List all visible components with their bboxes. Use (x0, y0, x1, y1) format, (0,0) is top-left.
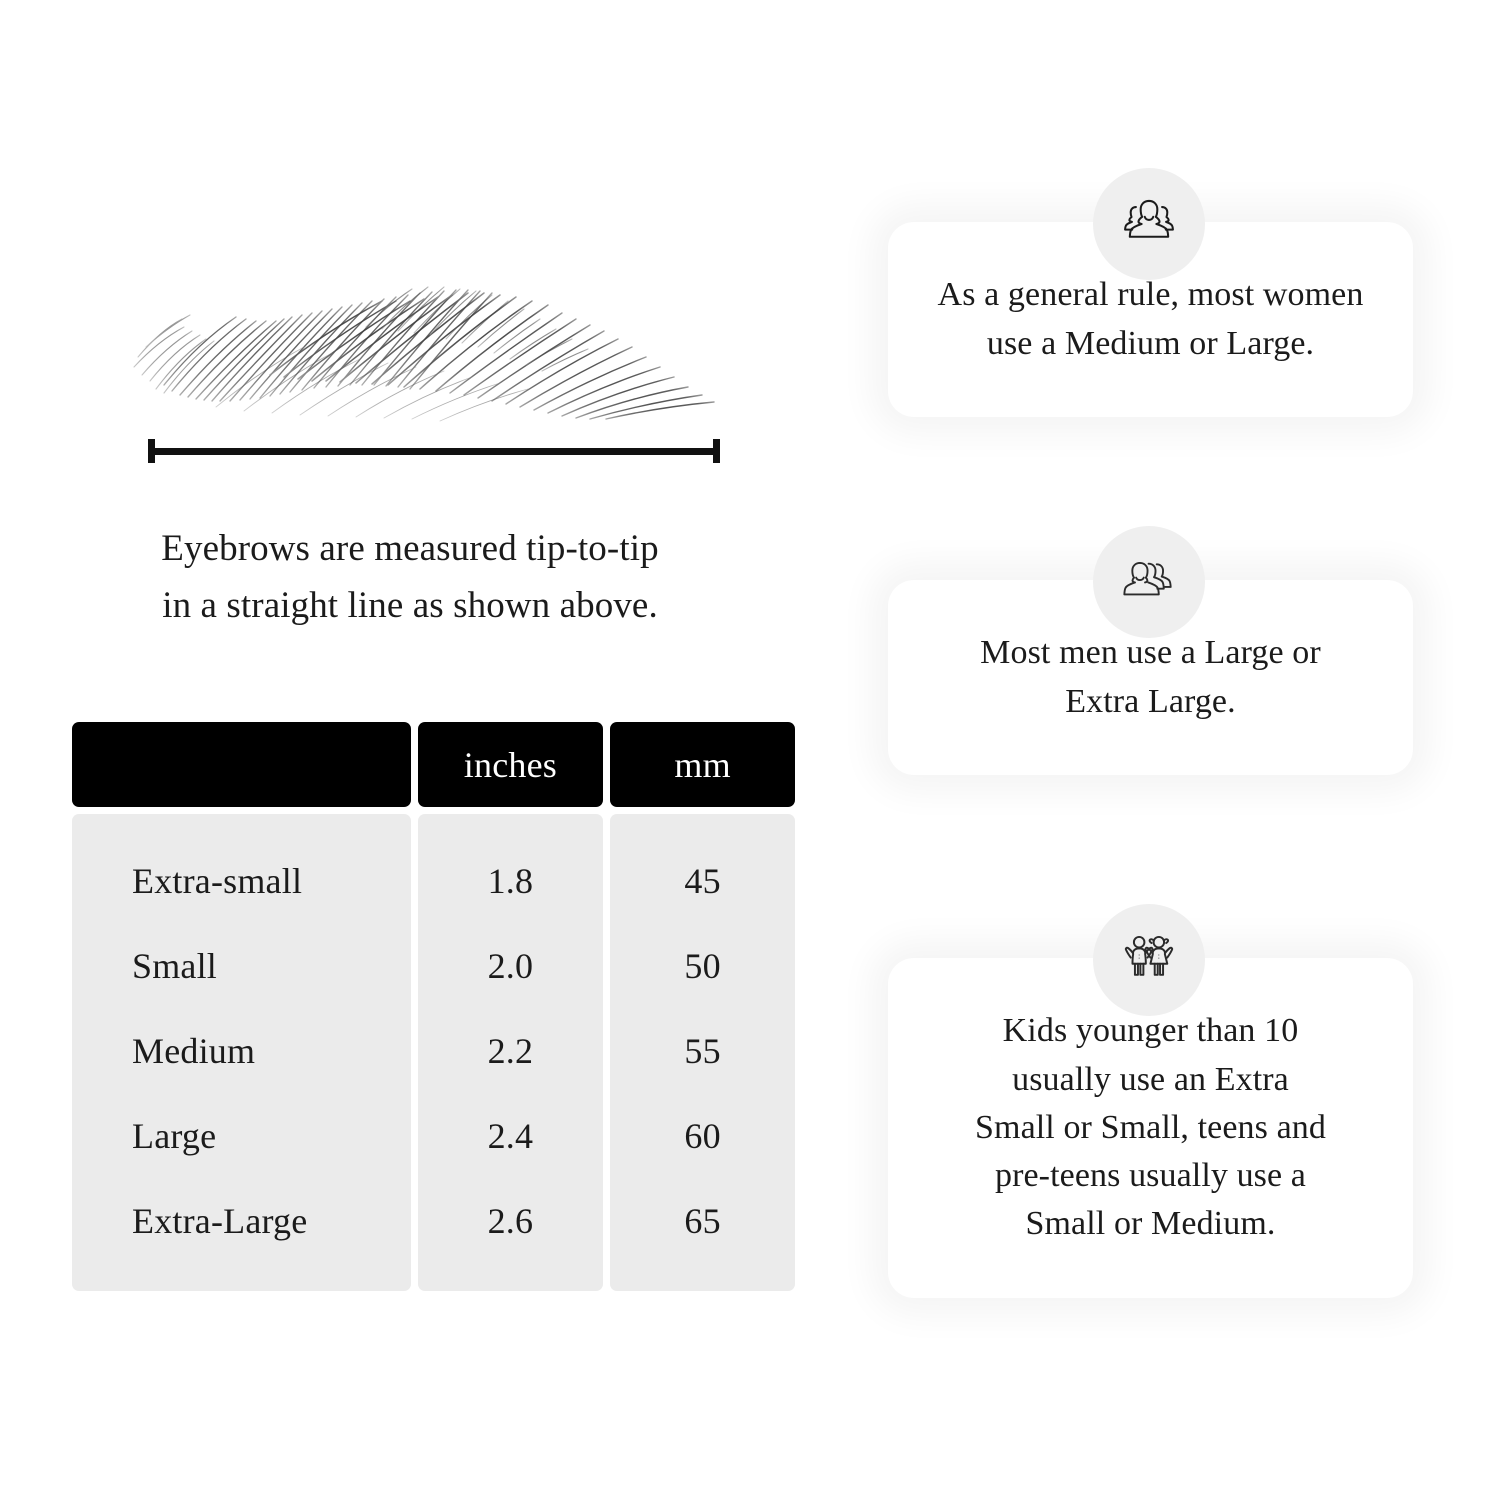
tip-line: usually use an Extra (1012, 1060, 1289, 1098)
table-cell-mm: 45 (684, 860, 721, 901)
table-cell-mm: 65 (684, 1200, 721, 1241)
tip-line: Kids younger than 10 (1002, 1012, 1299, 1050)
table-cell-size: Small (132, 945, 218, 986)
table-cell-mm: 60 (684, 1115, 721, 1156)
tip-card-men-text: Most men use a Large or Extra Large. (980, 629, 1321, 726)
three-women-icon (1093, 168, 1205, 280)
eyebrow-illustration (120, 235, 750, 435)
tip-card-women-text: As a general rule, most women use a Medi… (938, 271, 1364, 368)
table-cell-mm: 50 (684, 945, 721, 986)
two-kids-icon (1093, 904, 1205, 1016)
table-column-mm: 45 50 55 60 65 (610, 814, 795, 1291)
table-cell-size: Medium (132, 1030, 256, 1071)
tip-to-tip-measure-bar (148, 437, 720, 465)
caption-line-2: in a straight line as shown above. (162, 585, 658, 627)
measurement-caption: Eyebrows are measured tip-to-tip in a st… (60, 520, 760, 635)
tip-line: use a Medium or Large. (986, 324, 1315, 362)
size-chart-table: inches mm Extra-small Small Medium Large… (72, 722, 795, 1291)
tip-card-kids-text: Kids younger than 10 usually use an Extr… (975, 1007, 1326, 1248)
table-header-inches: inches (417, 722, 604, 807)
table-cell-inches: 2.4 (487, 1115, 534, 1156)
tip-line: pre-teens usually use a (994, 1157, 1306, 1195)
tip-card-kids: Kids younger than 10 usually use an Extr… (888, 958, 1413, 1298)
table-column-inches: 1.8 2.0 2.2 2.4 2.6 (417, 814, 604, 1291)
table-cell-inches: 2.0 (487, 945, 534, 986)
tip-line: Small or Medium. (1025, 1205, 1276, 1243)
table-header-size (72, 722, 411, 807)
table-cell-inches: 2.6 (487, 1200, 534, 1241)
tip-line: Most men use a Large or (980, 634, 1321, 672)
tip-line: Small or Small, teens and (975, 1108, 1326, 1146)
tip-card-men: Most men use a Large or Extra Large. (888, 580, 1413, 775)
tip-line: Extra Large. (1065, 682, 1236, 720)
tip-line: As a general rule, most women (937, 276, 1364, 314)
tips-panel: As a general rule, most women use a Medi… (830, 0, 1500, 1500)
table-cell-size: Extra-small (132, 860, 303, 901)
table-header-mm: mm (610, 722, 795, 807)
three-men-icon (1093, 526, 1205, 638)
table-cell-inches: 2.2 (487, 1030, 534, 1071)
table-cell-inches: 1.8 (487, 860, 534, 901)
table-column-size: Extra-small Small Medium Large Extra-Lar… (72, 814, 411, 1291)
table-body: Extra-small Small Medium Large Extra-Lar… (72, 814, 795, 1291)
table-cell-size: Extra-Large (132, 1200, 308, 1241)
table-header-row: inches mm (72, 722, 795, 807)
table-cell-size: Large (132, 1115, 217, 1156)
caption-line-1: Eyebrows are measured tip-to-tip (161, 528, 659, 569)
table-cell-mm: 55 (684, 1030, 721, 1071)
measurement-panel: Eyebrows are measured tip-to-tip in a st… (60, 235, 795, 1291)
